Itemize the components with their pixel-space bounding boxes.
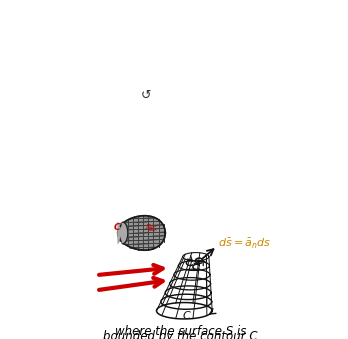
Text: $\circlearrowleft$: $\circlearrowleft$ [139,89,152,102]
Polygon shape [118,216,165,250]
Text: where the surface S is: where the surface S is [114,325,246,338]
Text: bounded by the contour C: bounded by the contour C [103,330,258,339]
Text: C: C [114,223,120,232]
Text: $d\bar{s} = \bar{a}_n ds$: $d\bar{s} = \bar{a}_n ds$ [218,237,271,252]
Polygon shape [118,222,128,244]
Text: $n$: $n$ [145,222,152,231]
Polygon shape [118,216,165,250]
Text: $dS$: $dS$ [147,224,158,233]
Text: C: C [182,311,190,321]
